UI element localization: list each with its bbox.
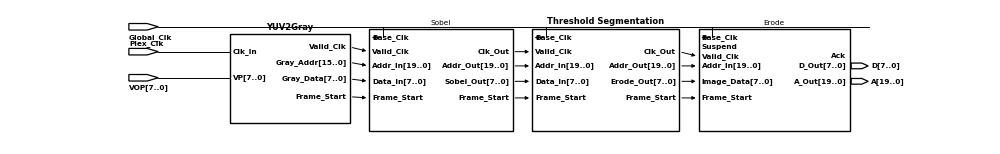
Text: Clk_In: Clk_In — [233, 48, 257, 55]
Text: Frame_Start: Frame_Start — [372, 94, 423, 101]
Text: Base_Clk: Base_Clk — [535, 34, 572, 41]
Text: Addr_Out[19..0]: Addr_Out[19..0] — [609, 62, 676, 69]
Text: Frame_Start: Frame_Start — [459, 94, 509, 101]
Text: Frame_Start: Frame_Start — [535, 94, 586, 101]
Text: Addr_In[19..0]: Addr_In[19..0] — [702, 62, 761, 69]
Text: Base_Clk: Base_Clk — [372, 34, 409, 41]
Text: Sobel: Sobel — [431, 20, 451, 26]
Text: Erode_Out[7..0]: Erode_Out[7..0] — [610, 78, 676, 85]
Text: Global_Clk: Global_Clk — [129, 34, 172, 41]
Text: Sobel_Out[7..0]: Sobel_Out[7..0] — [444, 78, 509, 85]
Polygon shape — [851, 79, 868, 84]
Text: A_Out[19..0]: A_Out[19..0] — [794, 78, 847, 85]
Text: Base_Clk: Base_Clk — [702, 34, 738, 41]
Text: Valid_Clk: Valid_Clk — [309, 43, 347, 50]
Polygon shape — [129, 24, 158, 30]
Text: Addr_Out[19..0]: Addr_Out[19..0] — [442, 62, 509, 69]
Text: Gray_Addr[15..0]: Gray_Addr[15..0] — [275, 59, 347, 66]
Text: Frame_Start: Frame_Start — [296, 93, 347, 100]
Text: Clk_Out: Clk_Out — [477, 48, 509, 55]
Text: Valid_Clk: Valid_Clk — [535, 48, 573, 55]
FancyBboxPatch shape — [532, 28, 679, 131]
Text: Clk_Out: Clk_Out — [644, 48, 676, 55]
Text: VOP[7..0]: VOP[7..0] — [129, 84, 169, 91]
Text: Addr_In[19..0]: Addr_In[19..0] — [372, 62, 432, 69]
FancyBboxPatch shape — [698, 28, 850, 131]
Text: Erode: Erode — [764, 20, 785, 26]
Text: D_Out[7..0]: D_Out[7..0] — [799, 62, 847, 69]
Text: Addr_In[19..0]: Addr_In[19..0] — [535, 62, 595, 69]
Text: Valid_Clk: Valid_Clk — [702, 53, 739, 60]
Text: Ack: Ack — [831, 53, 847, 59]
Text: D[7..0]: D[7..0] — [871, 62, 900, 69]
Text: VP[7..0]: VP[7..0] — [233, 74, 266, 81]
FancyBboxPatch shape — [230, 34, 350, 123]
Text: Data_In[7..0]: Data_In[7..0] — [372, 78, 426, 85]
Text: Suspend: Suspend — [702, 44, 737, 50]
FancyBboxPatch shape — [369, 28, 512, 131]
Text: Data_In[7..0]: Data_In[7..0] — [535, 78, 589, 85]
Text: Frame_Start: Frame_Start — [625, 94, 676, 101]
Text: Image_Data[7..0]: Image_Data[7..0] — [702, 78, 773, 85]
Text: Frame_Start: Frame_Start — [702, 94, 752, 101]
Text: YUV2Gray: YUV2Gray — [266, 23, 313, 32]
Polygon shape — [129, 75, 158, 81]
Text: A[19..0]: A[19..0] — [871, 78, 905, 85]
Polygon shape — [129, 48, 158, 55]
Text: Threshold Segmentation: Threshold Segmentation — [547, 17, 664, 26]
Text: Valid_Clk: Valid_Clk — [372, 48, 410, 55]
Text: Gray_Data[7..0]: Gray_Data[7..0] — [281, 75, 347, 82]
Text: Piex_Clk: Piex_Clk — [129, 40, 163, 47]
Polygon shape — [851, 63, 868, 69]
